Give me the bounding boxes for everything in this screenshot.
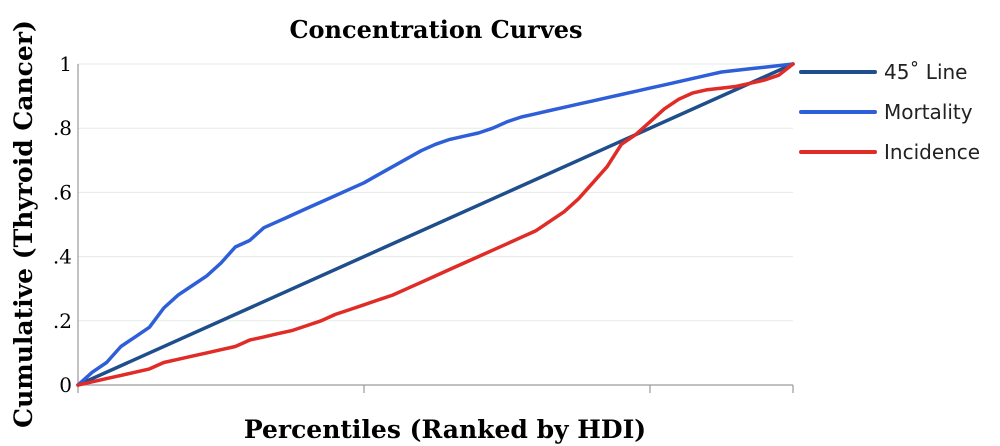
series-line-45-line (76, 62, 795, 387)
grid-lines (78, 63, 793, 322)
y-tick-label-4: .8 (53, 116, 72, 140)
chart-title: Concentration Curves (289, 15, 582, 44)
series-lines (76, 62, 795, 387)
legend-label-2: Incidence (884, 140, 980, 164)
series-line-mortality (76, 62, 795, 387)
legend-label-0: 45˚ Line (884, 60, 968, 84)
y-tick-label-3: .6 (53, 180, 72, 204)
legend: 45˚ Line Mortality Incidence (799, 60, 980, 164)
y-tick-label-0: 0 (59, 373, 72, 397)
series-line-incidence (76, 62, 795, 387)
y-tick-label-2: .4 (53, 245, 72, 269)
x-axis-ticks (77, 385, 794, 393)
y-axis-tick-labels: 0 .2 .4 .6 .8 1 (53, 52, 72, 397)
y-axis-title: Cumulative (Thyroid Cancer) (9, 20, 38, 428)
x-axis-title: Percentiles (Ranked by HDI) (244, 415, 646, 444)
y-tick-label-1: .2 (53, 309, 72, 333)
y-tick-label-5: 1 (59, 52, 72, 76)
legend-label-1: Mortality (884, 100, 973, 124)
